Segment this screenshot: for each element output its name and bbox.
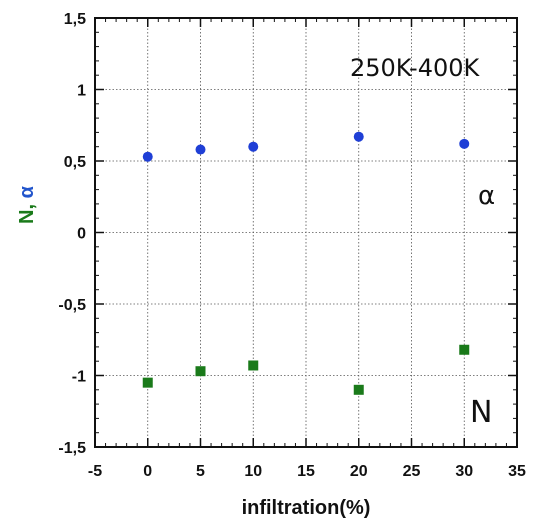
data-markers bbox=[142, 131, 470, 395]
x-tick-label: -5 bbox=[88, 463, 102, 480]
x-tick-label: 30 bbox=[455, 463, 473, 480]
alpha-data-point bbox=[195, 144, 206, 155]
grid bbox=[95, 18, 517, 447]
alpha-data-point bbox=[353, 131, 364, 142]
alpha-data-point bbox=[459, 138, 470, 149]
n-data-point bbox=[195, 366, 206, 377]
y-tick-label: 0 bbox=[77, 226, 86, 243]
y-axis-title-part: α bbox=[16, 185, 38, 198]
y-axis-title-part: N bbox=[16, 209, 38, 223]
n-series-label: N bbox=[470, 395, 492, 430]
x-axis-tick-labels: -5 0 5 10 15 20 25 30 35 bbox=[88, 463, 526, 480]
x-tick-label: 10 bbox=[244, 463, 262, 480]
alpha-data-point bbox=[248, 141, 259, 152]
y-tick-label: 1 bbox=[77, 83, 86, 100]
y-tick-label: -1 bbox=[72, 369, 86, 386]
n-data-point bbox=[142, 377, 153, 388]
n-data-point bbox=[248, 360, 259, 371]
y-tick-label: -1,5 bbox=[58, 440, 86, 457]
y-tick-label: 1,5 bbox=[64, 11, 86, 28]
n-data-point bbox=[459, 344, 470, 355]
alpha-data-point bbox=[142, 151, 153, 162]
x-tick-label: 20 bbox=[350, 463, 368, 480]
alpha-series-label: α bbox=[478, 181, 495, 211]
x-axis-title: infiltration(%) bbox=[242, 497, 371, 519]
x-tick-label: 35 bbox=[508, 463, 526, 480]
y-axis-tick-labels: -1,5 -1 -0,5 0 0,5 1 1,5 bbox=[58, 11, 86, 457]
plot-area bbox=[94, 17, 518, 448]
x-tick-label: 25 bbox=[403, 463, 421, 480]
y-axis-title: N, α bbox=[16, 185, 38, 224]
y-axis-title-part: , bbox=[16, 198, 38, 209]
x-tick-label: 5 bbox=[196, 463, 205, 480]
y-tick-label: 0,5 bbox=[64, 154, 86, 171]
n-data-point bbox=[353, 384, 364, 395]
y-tick-label: -0,5 bbox=[58, 297, 86, 314]
range-annotation: 250K-400K bbox=[350, 54, 480, 82]
x-tick-label: 0 bbox=[143, 463, 152, 480]
x-tick-label: 15 bbox=[297, 463, 315, 480]
